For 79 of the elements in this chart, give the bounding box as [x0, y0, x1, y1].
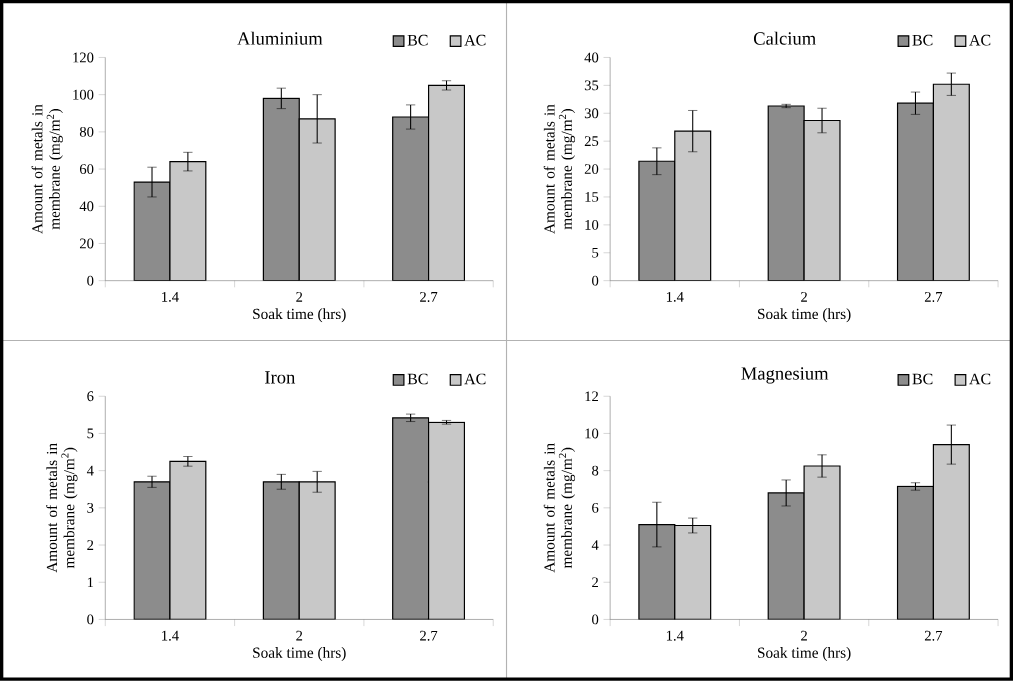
y-tick-label: 6 [87, 391, 94, 402]
bar [427, 84, 466, 281]
y-tick-label: 2 [87, 540, 94, 550]
y-tick-label: 4 [86, 465, 94, 476]
chart-title: Magnesium [741, 367, 829, 384]
bar [803, 465, 841, 620]
y-tick-label: 5 [87, 428, 94, 439]
legend-label: AC [969, 373, 991, 385]
y-tick-label: 2 [592, 577, 598, 588]
x-tick-label: 2.7 [924, 292, 943, 302]
x-tick-label: 2 [801, 630, 807, 641]
y-tick-label: 30 [584, 108, 599, 119]
legend-label: AC [464, 34, 486, 46]
bar [298, 118, 336, 281]
x-tick-label: 2.7 [420, 292, 438, 302]
y-tick-label: 15 [585, 192, 599, 202]
x-tick-label: 1.4 [162, 292, 179, 302]
x-tick-label: 2.7 [924, 630, 943, 641]
x-axis-title: Soak time (hrs) [758, 308, 851, 323]
x-tick-label: 2 [801, 292, 807, 302]
x-axis-title: Soak time (hrs) [253, 647, 346, 662]
y-tick-label: 1 [87, 577, 94, 588]
x-tick-label: 2 [296, 630, 303, 641]
bar [298, 481, 336, 620]
y-tick-label: 0 [592, 275, 599, 286]
bar [392, 417, 430, 620]
y-tick-label: 5 [592, 247, 599, 258]
legend-label: BC [912, 34, 933, 46]
x-tick-label: 1.4 [666, 630, 684, 641]
y-tick-label: 6 [592, 503, 599, 513]
y-tick-label: 10 [585, 220, 599, 230]
bar [896, 485, 935, 620]
bar [803, 119, 841, 281]
bar [638, 160, 676, 281]
bar [133, 481, 171, 620]
legend-label: AC [969, 34, 991, 46]
y-tick-label: 40 [79, 201, 94, 212]
y-tick-label: 35 [584, 80, 599, 91]
y-tick-label: 20 [584, 164, 599, 175]
y-tick-label: 20 [79, 238, 94, 249]
y-tick-label: 25 [584, 136, 599, 147]
x-axis-title: Soak time (hrs) [253, 308, 346, 323]
y-tick-label: 60 [79, 164, 94, 175]
y-tick-label: 8 [592, 465, 599, 476]
bar [932, 83, 970, 281]
y-tick-label: 4 [591, 540, 599, 550]
x-tick-label: 2.7 [420, 630, 438, 641]
bar [638, 524, 676, 620]
y-tick-label: 120 [73, 52, 94, 63]
y-tick-label: 0 [87, 275, 94, 286]
x-tick-label: 2 [296, 292, 303, 302]
bar [169, 161, 207, 281]
y-tick-label: 12 [585, 391, 598, 402]
bar [674, 524, 712, 620]
chart-title: Aluminium [237, 31, 323, 45]
y-tick-label: 10 [585, 428, 599, 439]
x-axis-title: Soak time (hrs) [758, 647, 851, 662]
bar [767, 492, 805, 620]
y-tick-label: 80 [79, 127, 94, 137]
bar [896, 102, 935, 281]
bar [427, 421, 466, 620]
bar [262, 481, 300, 620]
chart-title: Iron [265, 371, 296, 384]
y-tick-label: 100 [73, 89, 94, 100]
y-tick-label: 0 [87, 614, 94, 625]
y-tick-label: 40 [584, 52, 599, 63]
x-tick-label: 1.4 [162, 630, 179, 641]
legend-label: BC [407, 34, 428, 46]
bar [932, 444, 970, 620]
bar [674, 130, 712, 281]
x-tick-label: 1.4 [666, 292, 684, 302]
legend-label: BC [407, 373, 428, 385]
y-tick-label: 0 [592, 614, 599, 625]
chart-title: Calcium [753, 31, 816, 45]
y-tick-label: 3 [87, 503, 94, 513]
bar [169, 460, 207, 620]
legend-label: BC [912, 373, 933, 385]
bar [767, 105, 805, 281]
legend-label: AC [464, 373, 486, 385]
